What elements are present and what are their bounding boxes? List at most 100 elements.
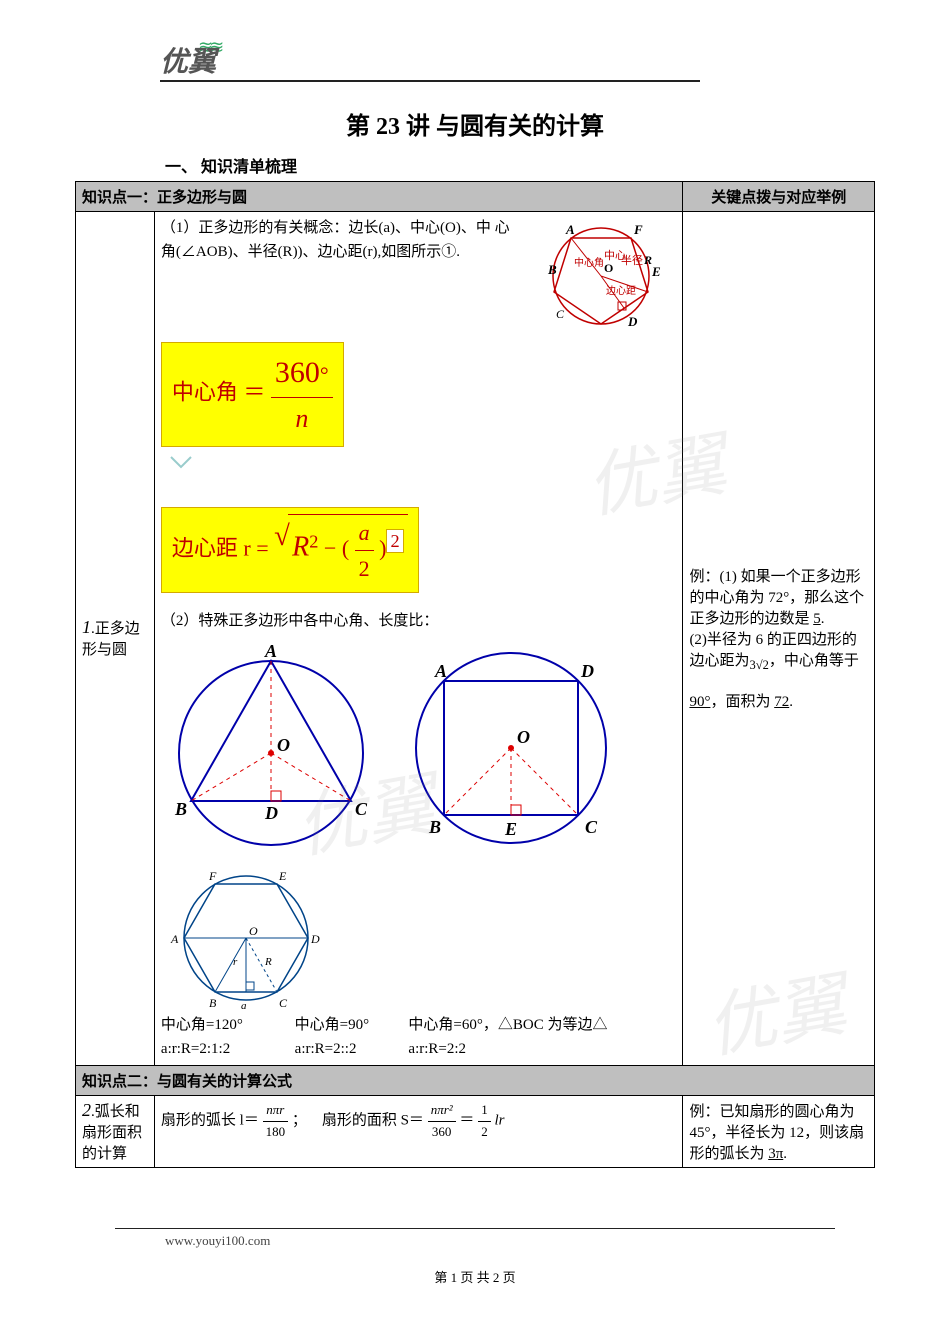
footer-url: www.youyi100.com xyxy=(165,1233,885,1249)
kp2-ex-b: . xyxy=(783,1146,787,1162)
kp2-header-row: 知识点二：与圆有关的计算公式 xyxy=(76,1065,875,1095)
ex1-b: . xyxy=(821,611,825,627)
ex3-ans: 90° xyxy=(689,694,710,710)
page: 优翼 优翼 优翼 ≋≋ 优翼 第 23 讲 与圆有关的计算 一、 知识清单梳理 … xyxy=(65,0,885,1326)
ex2-b: ，中心角等于 xyxy=(769,653,859,669)
kp2-row: 2.弧长和扇形面积的计算 扇形的弧长 l＝ nπr180 ； 扇形的面积 S＝ … xyxy=(76,1095,875,1167)
ex1-text: 例：(1) 如果一个正多边形的中心角为 72°，那么这个正多边形的边数是 xyxy=(689,569,864,627)
svg-text:C: C xyxy=(355,799,368,819)
svg-text:B: B xyxy=(174,799,187,819)
f1-bot: n xyxy=(271,398,333,440)
svg-text:C: C xyxy=(279,996,288,1010)
kp2-content: 扇形的弧长 l＝ nπr180 ； 扇形的面积 S＝ nπr²360 ＝ 12 … xyxy=(154,1095,683,1167)
kp1-p1: （1）正多边形的有关概念：边长(a)、中心(O)、中 心角(∠AOB)、半径(R… xyxy=(161,216,519,264)
pentagon-diagram: A F B E C D 中心 O 半径 R 中心角 边心距 xyxy=(526,216,676,336)
ex3-text: ，面积为 xyxy=(710,694,774,710)
svg-text:F: F xyxy=(633,222,643,237)
svg-text:D: D xyxy=(310,932,320,946)
kp1-header-right: 关键点拨与对应举例 xyxy=(683,182,875,212)
area2-top: 1 xyxy=(478,1100,491,1122)
svg-text:O: O xyxy=(604,261,613,275)
cap2b: a:r:R=2::2 xyxy=(295,1037,405,1061)
svg-text:F: F xyxy=(208,869,217,883)
svg-text:E: E xyxy=(651,264,661,279)
cap2c: a:r:R=2:2 xyxy=(408,1041,466,1057)
kp1-header-row: 知识点一：正多边形与圆 关键点拨与对应举例 xyxy=(76,182,875,212)
svg-text:O: O xyxy=(517,727,530,747)
svg-text:中心角: 中心角 xyxy=(574,256,604,269)
svg-text:R: R xyxy=(643,253,652,267)
square-diagram: A D B C E O xyxy=(401,643,621,853)
kp2-header: 知识点二：与圆有关的计算公式 xyxy=(76,1065,875,1095)
header-logo: ≋≋ 优翼 xyxy=(160,40,700,82)
section-heading: 一、 知识清单梳理 xyxy=(165,153,885,177)
page-title: 第 23 讲 与圆有关的计算 xyxy=(65,106,885,141)
svg-text:r: r xyxy=(233,956,238,968)
triangle-diagram: A B C D O xyxy=(161,643,381,853)
arc-sep: ； xyxy=(292,1113,307,1129)
kp1-header-left: 知识点一：正多边形与圆 xyxy=(76,182,683,212)
cap2a: a:r:R=2:1:2 xyxy=(161,1037,291,1061)
cap1b: 中心角=90° xyxy=(295,1013,405,1037)
ex2-ans: 3√2 xyxy=(749,658,768,672)
area2-rest: lr xyxy=(494,1113,504,1129)
cap1c: 中心角=60°，△BOC 为等边△ xyxy=(408,1017,607,1033)
kp1-row-label: 1.正多边形与圆 xyxy=(76,212,155,1066)
svg-text:D: D xyxy=(627,314,638,329)
arc-top: nπr xyxy=(263,1100,289,1122)
svg-text:边心距: 边心距 xyxy=(606,285,636,297)
kp1-examples: 例：(1) 如果一个正多边形的中心角为 72°，那么这个正多边形的边数是 5. … xyxy=(683,212,875,1066)
svg-text:B: B xyxy=(209,996,217,1010)
area2-bot: 2 xyxy=(478,1122,491,1143)
svg-text:a: a xyxy=(241,1000,247,1012)
svg-text:E: E xyxy=(278,869,287,883)
svg-text:A: A xyxy=(565,222,575,237)
central-angle-formula: 中心角 ＝ 360° n xyxy=(161,342,344,447)
svg-text:O: O xyxy=(249,924,258,938)
footer-rule xyxy=(115,1228,835,1229)
page-number: 第 1 页 共 2 页 xyxy=(65,1267,885,1286)
f1-deg: ° xyxy=(320,362,329,387)
f2-mid: − ( xyxy=(324,535,349,560)
area-eq: ＝ xyxy=(459,1113,478,1129)
svg-text:C: C xyxy=(556,307,565,321)
f1-label: 中心角 ＝ xyxy=(172,379,266,404)
kp1-label-text: .正多边形与圆 xyxy=(82,621,140,658)
kp2-num: 2 xyxy=(82,1100,91,1120)
kp2-ex-ans: 3π xyxy=(768,1146,783,1162)
arc-bot: 180 xyxy=(263,1122,289,1143)
svg-text:R: R xyxy=(264,956,272,968)
kp1-p2: （2）特殊正多边形中各中心角、长度比： xyxy=(161,609,677,633)
arc-label: 扇形的弧长 l＝ xyxy=(161,1113,259,1129)
kp1-row: 1.正多边形与圆 （1）正多边形的有关概念：边长(a)、中心(O)、中 心角(∠… xyxy=(76,212,875,1066)
f2-R: R xyxy=(292,531,309,562)
f2-2: 2 xyxy=(355,551,374,586)
svg-text:B: B xyxy=(547,262,557,277)
f2-sup2: 2 xyxy=(386,529,403,553)
kp1-content: （1）正多边形的有关概念：边长(a)、中心(O)、中 心角(∠AOB)、半径(R… xyxy=(154,212,683,1066)
svg-text:A: A xyxy=(170,932,179,946)
ex4-ans: 72 xyxy=(774,694,789,710)
cap1a: 中心角=120° xyxy=(161,1013,291,1037)
svg-text:D: D xyxy=(580,661,594,681)
svg-text:O: O xyxy=(277,735,290,755)
logo-text: 优翼 xyxy=(160,40,216,80)
svg-text:A: A xyxy=(434,661,447,681)
connector-icon xyxy=(161,453,201,477)
hexagon-diagram: F E A D B C O R r a xyxy=(161,863,331,1013)
area-bot: 360 xyxy=(428,1122,456,1143)
caption-line-2: a:r:R=2:1:2 a:r:R=2::2 a:r:R=2:2 xyxy=(161,1037,677,1061)
svg-text:C: C xyxy=(585,817,598,837)
kp2-label-text: .弧长和扇形面积的计算 xyxy=(82,1104,142,1162)
caption-line-1: 中心角=120° 中心角=90° 中心角=60°，△BOC 为等边△ xyxy=(161,1013,677,1037)
area-label: 扇形的面积 S＝ xyxy=(322,1113,424,1129)
diagrams-row: A B C D O A xyxy=(161,643,677,853)
svg-text:E: E xyxy=(504,819,517,839)
apothem-formula: 边心距 r = R2 − ( a 2 )2 xyxy=(161,507,419,593)
kp2-row-label: 2.弧长和扇形面积的计算 xyxy=(76,1095,155,1167)
svg-text:D: D xyxy=(264,803,278,823)
ex3-b: . xyxy=(789,694,793,710)
ex1-ans: 5 xyxy=(813,611,821,627)
svg-text:A: A xyxy=(264,643,277,661)
f2-label: 边心距 r = xyxy=(172,535,269,560)
